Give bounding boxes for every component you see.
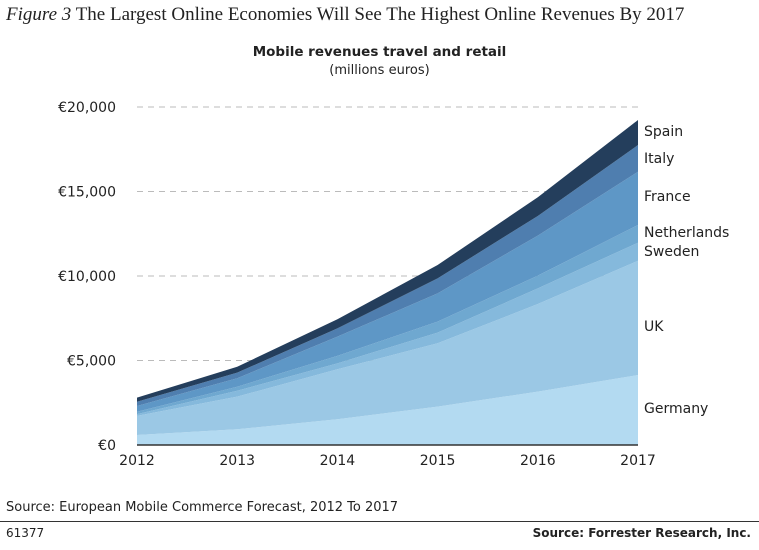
figure-number: 61377 (6, 526, 45, 540)
series-label-uk: UK (644, 319, 664, 335)
series-label-spain: Spain (644, 124, 683, 140)
y-tick-label: €0 (98, 438, 116, 454)
series-label-sweden: Sweden (644, 244, 699, 260)
x-tick-label: 2014 (320, 453, 356, 469)
series-label-france: France (644, 189, 691, 205)
chart-subtitle: (millions euros) (329, 63, 430, 78)
x-tick-label: 2017 (620, 453, 656, 469)
x-tick-label: 2015 (420, 453, 456, 469)
divider (0, 521, 759, 522)
chart-title: Mobile revenues travel and retail (252, 44, 507, 60)
y-tick-label: €10,000 (58, 269, 116, 285)
stacked-area-chart: €0 €5,000 €10,000 €15,000 €20,000 Germany UK Sw… (58, 100, 729, 469)
series-label-germany: Germany (644, 401, 708, 417)
y-tick-label: €15,000 (58, 185, 116, 201)
figure-label: Figure 3 (6, 4, 72, 25)
figure-title: Figure 3 The Largest Online Economies Wi… (6, 4, 684, 26)
area-germany (137, 375, 638, 445)
series-label-italy: Italy (644, 151, 674, 167)
x-tick-label: 2016 (520, 453, 556, 469)
y-tick-label: €20,000 (58, 100, 116, 116)
series-label-netherlands: Netherlands (644, 225, 729, 241)
figure-title-text: The Largest Online Economies Will See Th… (75, 4, 685, 25)
x-tick-label: 2013 (219, 453, 255, 469)
source-note: Source: European Mobile Commerce Forecas… (6, 500, 399, 515)
credit: Source: Forrester Research, Inc. (532, 526, 751, 540)
area-uk (137, 260, 638, 436)
x-tick-label: 2012 (119, 453, 155, 469)
y-tick-label: €5,000 (67, 354, 116, 370)
